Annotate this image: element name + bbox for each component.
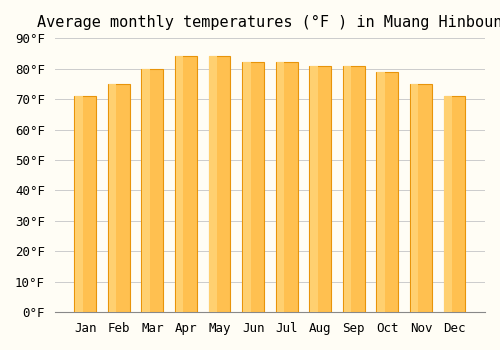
Bar (276, 63, 297, 312)
Bar (142, 69, 164, 312)
Bar (444, 96, 466, 312)
Title: Average monthly temperatures (°F ) in Muang Hinboun: Average monthly temperatures (°F ) in Mu… (37, 15, 500, 30)
Bar (210, 56, 217, 312)
Bar (175, 56, 197, 312)
Bar (310, 65, 331, 312)
Bar (344, 65, 351, 312)
Bar (310, 65, 318, 312)
Bar (444, 96, 452, 312)
Bar (74, 96, 96, 312)
Bar (108, 84, 116, 312)
Bar (208, 56, 231, 312)
Bar (108, 84, 130, 312)
Bar (377, 72, 385, 312)
Bar (142, 69, 150, 312)
Bar (343, 65, 364, 312)
Bar (75, 96, 82, 312)
Bar (243, 63, 250, 312)
Bar (410, 84, 432, 312)
Bar (376, 72, 398, 312)
Bar (411, 84, 418, 312)
Bar (242, 63, 264, 312)
Bar (276, 63, 284, 312)
Bar (176, 56, 184, 312)
